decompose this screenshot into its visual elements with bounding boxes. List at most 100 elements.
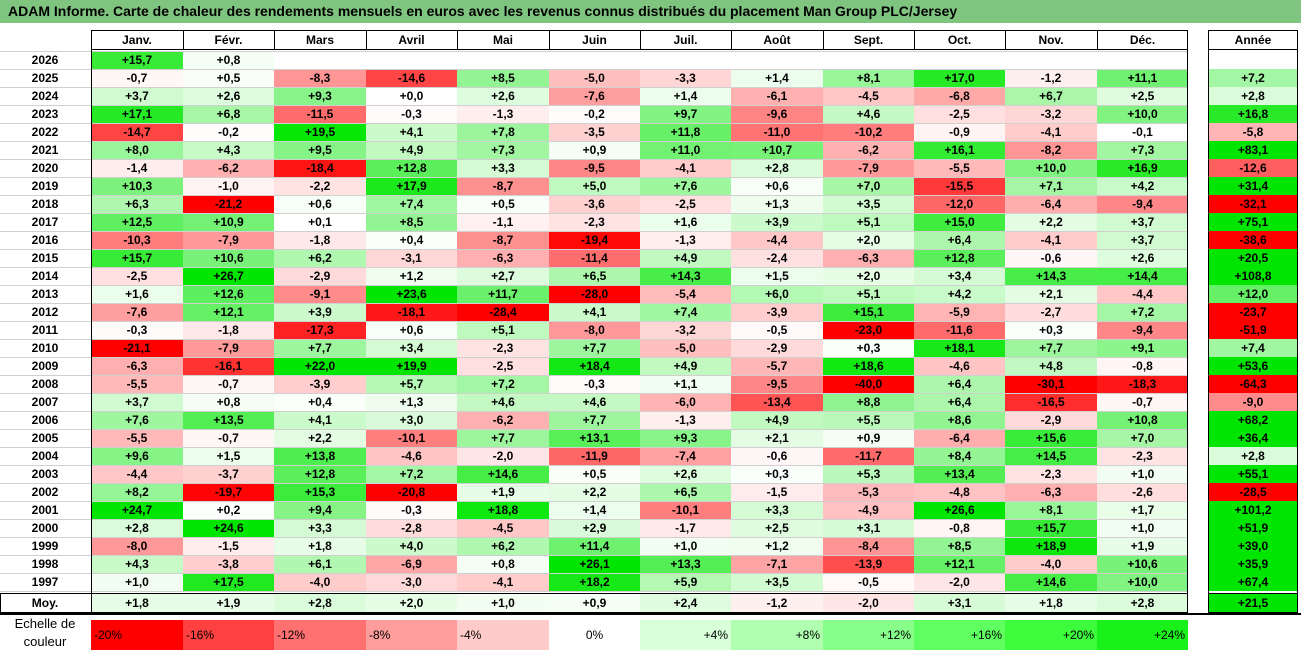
heatmap-cell: -2,5: [91, 267, 183, 285]
heatmap-cell: -5,4: [640, 285, 731, 303]
heatmap-cell: +3,5: [731, 573, 823, 591]
heatmap-cell: +2,2: [274, 429, 366, 447]
column-header: Janv.: [122, 33, 152, 47]
heatmap-cell: +18,1: [914, 339, 1005, 357]
annual-cell: +36,4: [1208, 429, 1298, 447]
heatmap-cell: -7,6: [91, 303, 183, 321]
annual-cell: -32,1: [1208, 195, 1298, 213]
heatmap-cell: -1,3: [640, 411, 731, 429]
heatmap-cell: +5,1: [457, 321, 549, 339]
year-label: 2025: [31, 71, 59, 85]
average-cell: +0,9: [549, 593, 640, 613]
annual-cell: +2,8: [1208, 447, 1298, 465]
heatmap-cell: +14,5: [1005, 447, 1097, 465]
heatmap-cell: -18,1: [366, 303, 457, 321]
heatmap-cell: -6,4: [914, 429, 1005, 447]
heatmap-cell: -2,8: [366, 519, 457, 537]
average-annual-cell: +21,5: [1208, 593, 1298, 613]
heatmap-cell: +1,3: [366, 393, 457, 411]
heatmap-cell: +1,2: [366, 267, 457, 285]
heatmap-cell: +14,6: [457, 465, 549, 483]
annual-cell: +67,4: [1208, 573, 1298, 591]
heatmap-cell: +8,8: [823, 393, 914, 411]
heatmap-cell: +18,9: [1005, 537, 1097, 555]
heatmap-cell: [823, 51, 914, 69]
heatmap-cell: +5,1: [823, 213, 914, 231]
average-cell: -1,2: [731, 593, 823, 613]
heatmap-cell: -2,5: [457, 357, 549, 375]
annual-cell: -38,6: [1208, 231, 1298, 249]
heatmap-cell: -28,0: [549, 285, 640, 303]
heatmap-cell: -0,7: [91, 69, 183, 87]
heatmap-cell: +12,1: [914, 555, 1005, 573]
heatmap-cell: -7,6: [549, 87, 640, 105]
heatmap-cell: +3,3: [457, 159, 549, 177]
heatmap-cell: +2,8: [731, 159, 823, 177]
heatmap-cell: -2,6: [1097, 483, 1188, 501]
heatmap-cell: -0,6: [1005, 249, 1097, 267]
heatmap-cell: -6,2: [183, 159, 274, 177]
heatmap-cell: -4,5: [823, 87, 914, 105]
year-label: 2026: [31, 53, 59, 67]
heatmap-cell: -6,0: [640, 393, 731, 411]
heatmap-cell: +1,7: [1097, 501, 1188, 519]
heatmap-cell: -16,5: [1005, 393, 1097, 411]
annual-cell: -51,9: [1208, 321, 1298, 339]
heatmap-cell: -9,5: [549, 159, 640, 177]
heatmap-cell: -1,3: [457, 105, 549, 123]
heatmap-cell: +4,2: [914, 285, 1005, 303]
heatmap-cell: -2,9: [1005, 411, 1097, 429]
row-divider: [0, 213, 1188, 214]
heatmap-cell: +7,7: [457, 429, 549, 447]
year-label: 2022: [31, 125, 59, 139]
column-divider: [1005, 30, 1006, 50]
column-divider: [457, 30, 458, 50]
heatmap-cell: -8,7: [457, 177, 549, 195]
heatmap-cell: -3,2: [640, 321, 731, 339]
heatmap-cell: +6,4: [914, 393, 1005, 411]
heatmap-cell: +14,4: [1097, 267, 1188, 285]
heatmap-cell: -1,8: [274, 231, 366, 249]
heatmap-cell: +4,1: [549, 303, 640, 321]
row-divider: [0, 87, 1188, 88]
heatmap-cell: -40,0: [823, 375, 914, 393]
heatmap-cell: -6,8: [914, 87, 1005, 105]
heatmap-cell: +7,0: [823, 177, 914, 195]
heatmap-cell: -5,5: [91, 429, 183, 447]
heatmap-cell: -2,2: [274, 177, 366, 195]
heatmap-cell: +0,5: [457, 195, 549, 213]
average-cell: +1,0: [457, 593, 549, 613]
heatmap-cell: +4,9: [731, 411, 823, 429]
heatmap-cell: -9,4: [1097, 195, 1188, 213]
heatmap-cell: -2,0: [914, 573, 1005, 591]
row-divider: [0, 447, 1188, 448]
heatmap-cell: -15,5: [914, 177, 1005, 195]
heatmap-cell: +8,1: [1005, 501, 1097, 519]
column-divider: [274, 30, 275, 50]
heatmap-cell: +9,6: [91, 447, 183, 465]
average-cell: -2,0: [823, 593, 914, 613]
annual-cell: +51,9: [1208, 519, 1298, 537]
heatmap-cell: -9,1: [274, 285, 366, 303]
heatmap-cell: +7,6: [640, 177, 731, 195]
heatmap-cell: +3,9: [731, 213, 823, 231]
heatmap-cell: +1,4: [640, 87, 731, 105]
heatmap-cell: +14,6: [1005, 573, 1097, 591]
column-header: Févr.: [214, 33, 243, 47]
heatmap-cell: -0,5: [731, 321, 823, 339]
heatmap-cell: +1,9: [1097, 537, 1188, 555]
heatmap-cell: -0,3: [366, 501, 457, 519]
year-label: 2020: [31, 161, 59, 175]
heatmap-cell: +1,4: [549, 501, 640, 519]
heatmap-cell: +0,5: [549, 465, 640, 483]
annual-cell: +101,2: [1208, 501, 1298, 519]
heatmap-cell: -2,3: [457, 339, 549, 357]
heatmap-cell: -4,4: [731, 231, 823, 249]
heatmap-cell: -3,6: [549, 195, 640, 213]
heatmap-cell: -11,7: [823, 447, 914, 465]
heatmap-cell: +4,9: [640, 357, 731, 375]
legend-swatch: 0%: [549, 620, 640, 650]
row-divider: [0, 519, 1188, 520]
heatmap-cell: -12,0: [914, 195, 1005, 213]
heatmap-cell: +18,4: [549, 357, 640, 375]
